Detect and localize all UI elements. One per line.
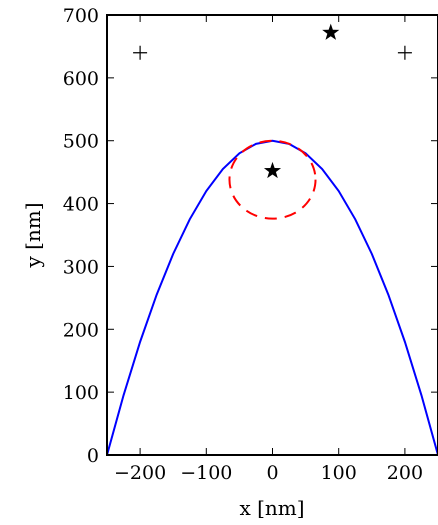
y-tick-label: 500	[63, 131, 99, 153]
x-tick-label: 0	[266, 462, 278, 484]
series-line-0	[107, 139, 438, 455]
x-tick-label: 100	[321, 462, 357, 484]
plot-frame	[106, 14, 438, 456]
x-axis-label: x [nm]	[239, 496, 304, 520]
x-tick-label: −100	[180, 462, 232, 484]
y-tick-label: 700	[63, 5, 99, 27]
star-marker-1	[322, 23, 340, 40]
y-tick-label: 0	[87, 445, 99, 467]
y-tick-label: 400	[63, 194, 99, 216]
y-axis-label: y [nm]	[21, 202, 45, 268]
axes-frame	[106, 14, 438, 456]
star-marker-0	[263, 161, 282, 179]
y-tick-label: 300	[63, 256, 99, 278]
y-tick-label: 100	[63, 382, 99, 404]
axis-ticks: −200 −100 0 100 200 0 100 200 300 400 500 600 700	[63, 5, 438, 484]
y-tick-label: 200	[63, 319, 99, 341]
dashed-circle	[228, 139, 317, 220]
plus-marker-0	[133, 45, 148, 60]
plot-area	[107, 23, 438, 455]
plus-marker-1	[397, 45, 412, 60]
x-tick-label: 200	[387, 462, 423, 484]
x-tick-label: −200	[114, 462, 166, 484]
y-tick-label: 600	[63, 68, 99, 90]
